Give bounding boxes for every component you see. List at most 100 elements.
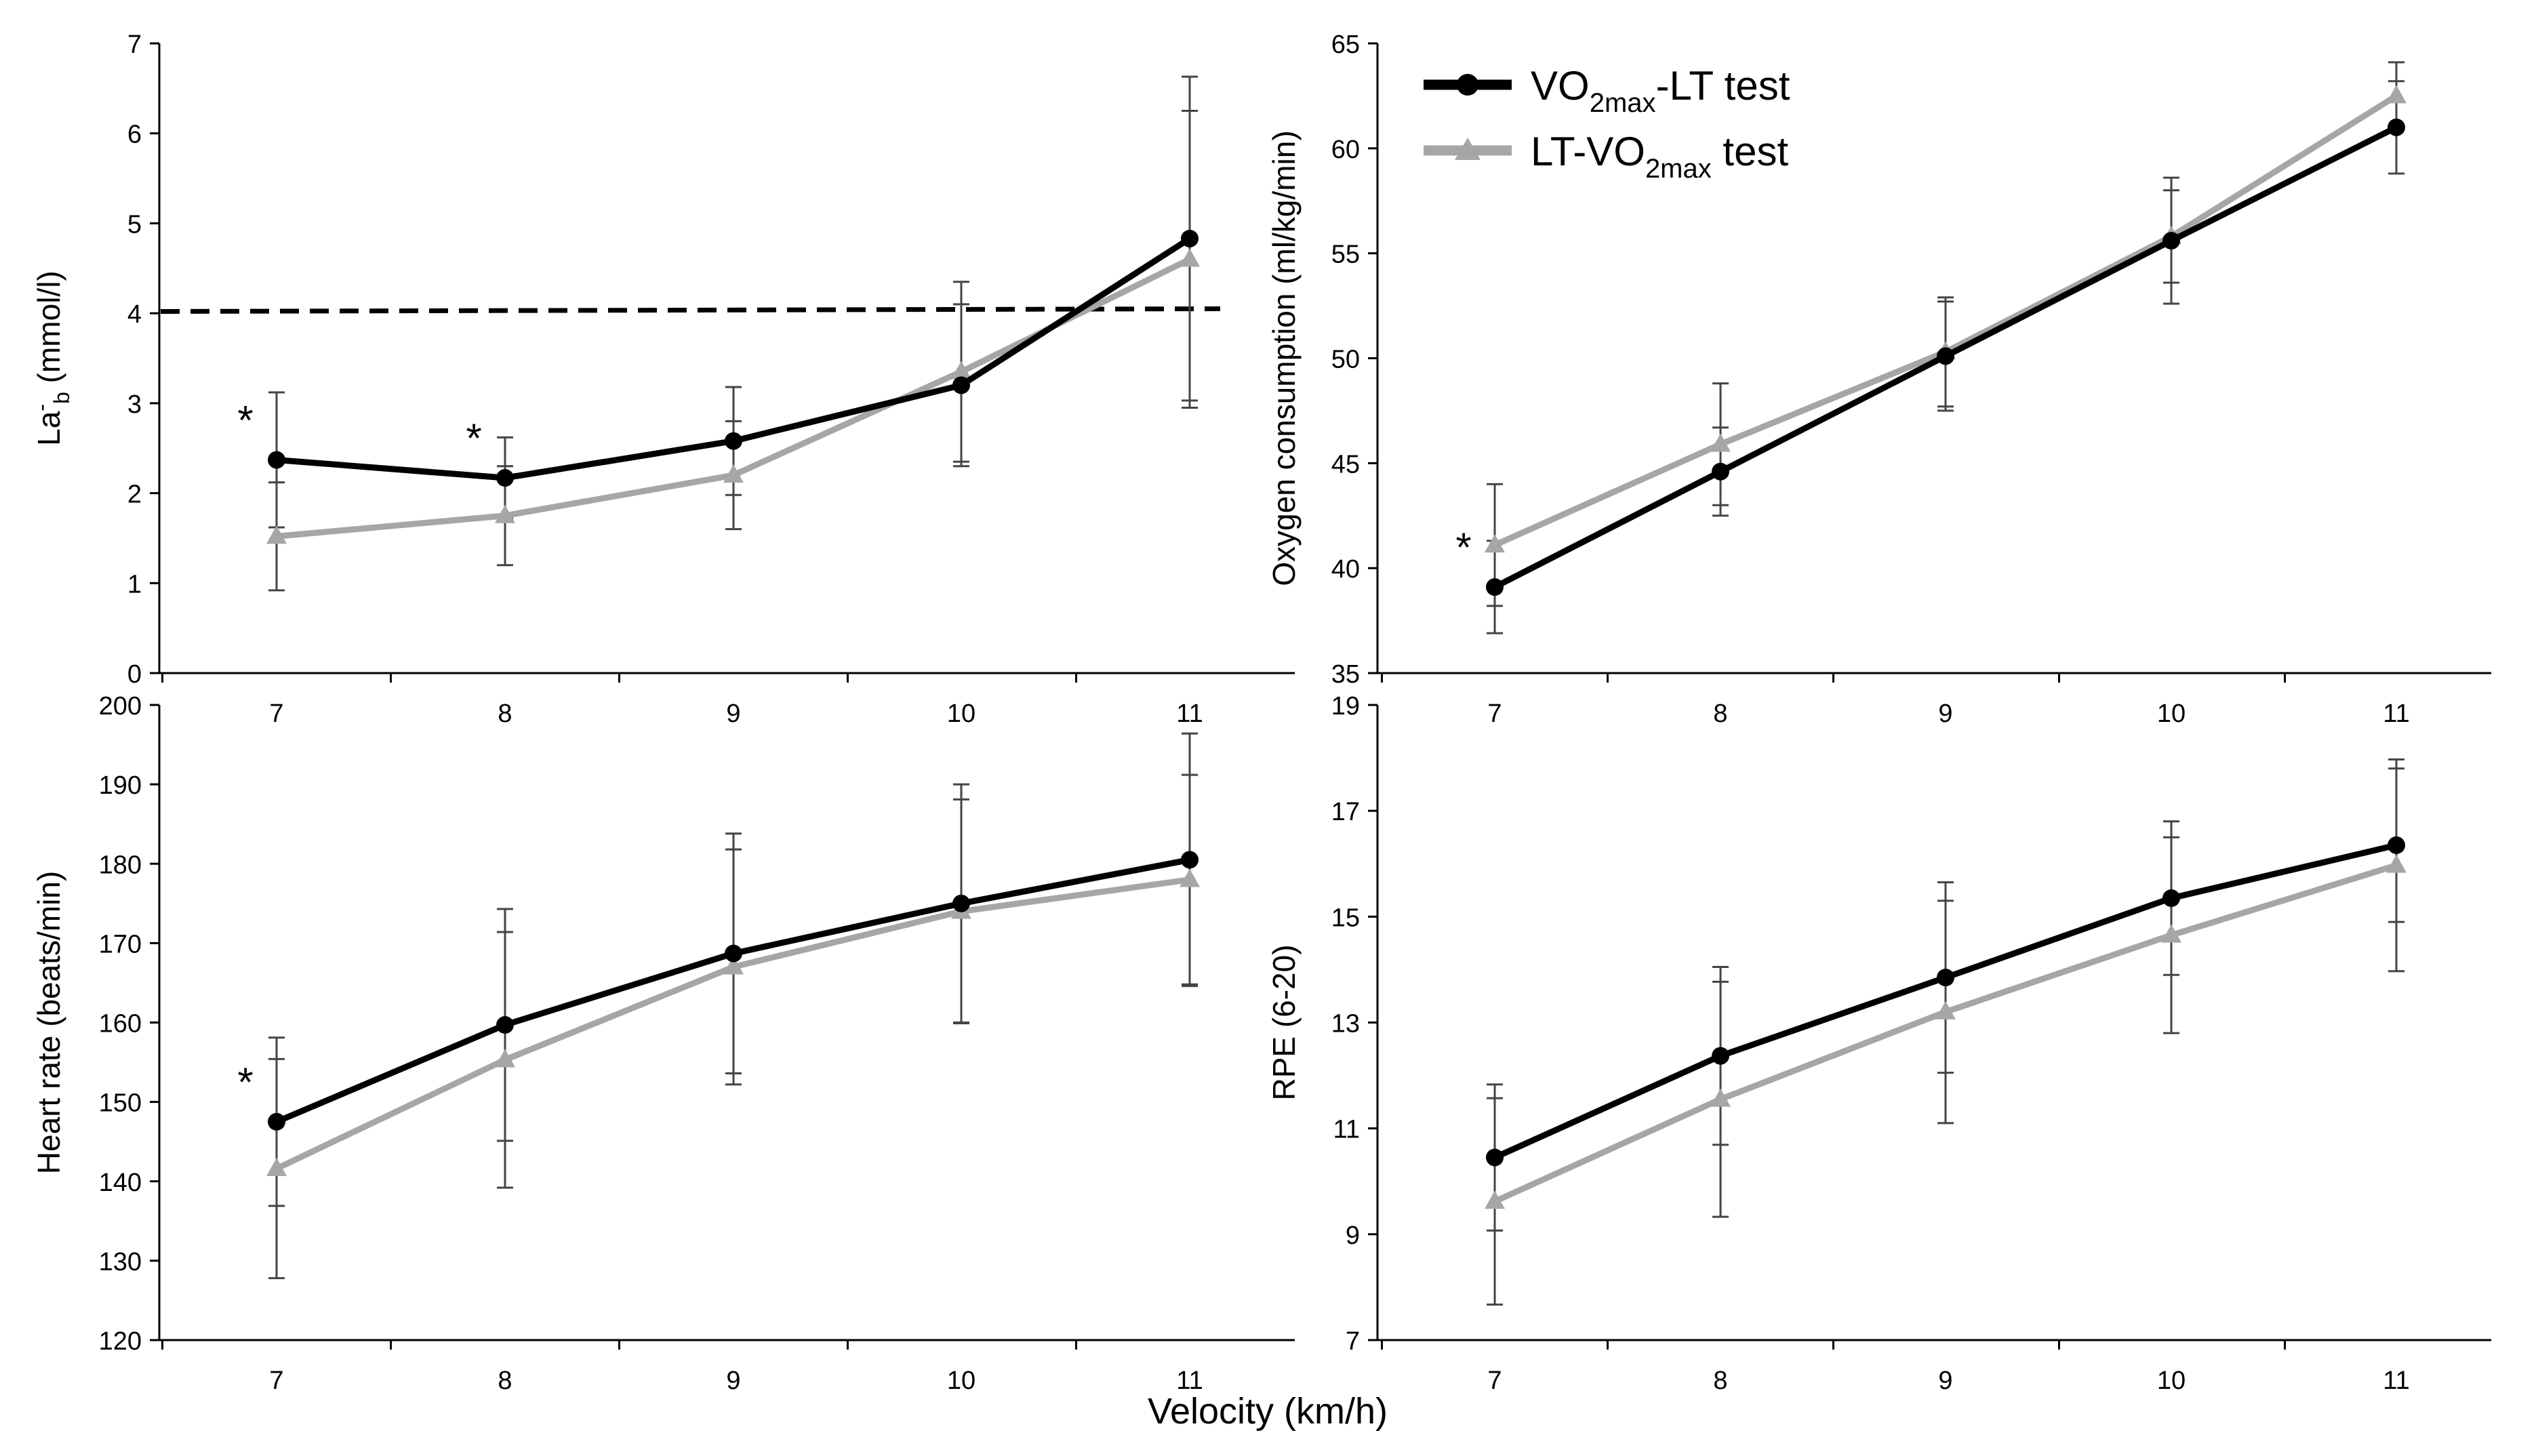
data-point-triangle [2386,854,2407,873]
y-tick-label: 120 [99,1327,142,1356]
data-point-circle [2162,232,2180,250]
legend-marker-circle [1457,74,1478,96]
series-vo2max-lt: * [237,851,1199,1131]
y-tick-label: 190 [99,771,142,800]
series-vo2max-lt: * * [237,229,1199,487]
data-point-triangle [2386,85,2407,104]
x-tick-label: 8 [498,1367,512,1395]
data-point-triangle [1710,433,1731,452]
legend: VO2max-LT test LT-VO2max test [1424,63,1790,184]
data-point-triangle [266,525,287,544]
x-tick-label: 11 [2383,700,2409,728]
x-tick-label: 7 [269,1367,283,1395]
data-point-triangle [1180,248,1200,267]
data-point-circle [268,451,285,469]
panel-bottom-right: 7 9 11 13 15 17 19 7 8 9 10 11 RPE (6-20) [1266,692,2491,1395]
x-tick-label: 10 [947,1367,975,1395]
y-tick-label: 3 [127,390,142,419]
x-tick-label: 11 [2383,1367,2409,1395]
data-point-circle [496,469,514,487]
series-lt-vo2max [1485,854,2407,1209]
y-tick-label: 35 [1331,660,1360,689]
data-point-circle [1937,347,1954,365]
y-tick-label: 130 [99,1248,142,1276]
x-tick-label: 7 [269,700,283,728]
data-point-triangle [1710,1088,1731,1107]
legend-item-lt-vo2max: LT-VO2max test [1424,129,1788,184]
y-axis-label: Heart rate (beats/min) [31,871,66,1174]
y-tick-label: 7 [1346,1327,1360,1356]
data-point-circle [952,376,970,395]
data-point-circle [2162,889,2180,908]
panel-bottom-left: 120 130 140 150 160 170 180 190 200 7 8 9 10 11 Heart … [31,692,1295,1395]
legend-label-lt-vo2max: LT-VO2max test [1531,129,1788,184]
y-axis-label: Oxygen consumption (ml/kg/min) [1266,130,1302,586]
data-point-circle [1486,578,1504,596]
significance-asterisk: * [1455,525,1471,570]
y-tick-label: 6 [127,121,142,149]
y-tick-label: 2 [127,481,142,509]
data-point-circle [725,944,742,963]
significance-asterisk: * [237,397,253,443]
error-bars-vo2max-lt [1487,767,2404,1232]
x-tick-label: 10 [2157,700,2186,728]
series-lt-vo2max [266,868,1200,1177]
y-tick-label: 200 [99,692,142,721]
legend-marker-triangle [1455,138,1481,160]
data-point-circle [1486,1148,1504,1167]
y-tick-label: 4 [127,300,142,329]
reference-line-4mmol [160,306,1221,314]
data-point-circle [2388,118,2405,136]
x-tick-label: 9 [1938,1367,1952,1395]
legend-label-vo2max-lt: VO2max-LT test [1531,63,1790,118]
x-tick-label: 9 [1938,700,1952,728]
panel-top-right: 35 40 45 50 55 60 65 7 8 9 10 11 Oxygen consumption … [1266,31,2491,728]
y-tick-label: 7 [127,31,142,59]
y-tick-label: 170 [99,930,142,958]
data-point-triangle [2161,924,2181,943]
data-point-circle [1712,462,1729,481]
data-point-triangle [1180,868,1200,887]
x-tick-label: 9 [726,1367,740,1395]
x-axis-label: Velocity (km/h) [1148,1391,1388,1432]
data-point-circle [1937,969,1954,987]
x-tick-label: 7 [1487,700,1502,728]
y-tick-label: 15 [1331,904,1360,932]
data-point-triangle [951,361,971,380]
y-tick-label: 160 [99,1010,142,1038]
y-tick-label: 5 [127,210,142,239]
y-tick-label: 19 [1331,692,1360,721]
x-tick-label: 10 [2157,1367,2186,1395]
data-point-triangle [495,504,515,523]
data-point-triangle [495,1049,515,1068]
y-axis-label: RPE (6-20) [1266,944,1302,1100]
data-point-circle [1181,229,1199,247]
series-vo2max-lt: * [1455,118,2405,596]
significance-asterisk: * [237,1059,253,1105]
y-tick-label: 0 [127,660,142,689]
data-point-triangle [266,1158,287,1177]
data-point-circle [496,1016,514,1034]
y-tick-label: 65 [1331,31,1360,59]
data-point-circle [2388,836,2405,854]
y-tick-label: 9 [1346,1221,1360,1250]
y-tick-label: 1 [127,570,142,599]
series-vo2max-lt [1486,836,2405,1167]
x-tick-label: 9 [726,700,740,728]
data-point-circle [1181,851,1199,869]
error-bars-lt-vo2max [268,110,1198,592]
data-point-triangle [723,464,744,483]
error-bars-vo2max-lt [268,75,1198,529]
data-point-triangle [1935,1000,1956,1019]
y-tick-label: 45 [1331,450,1360,479]
y-tick-label: 150 [99,1089,142,1118]
y-axis-label: La-b (mmol/l) [29,270,74,445]
y-tick-label: 55 [1331,241,1360,269]
x-tick-label: 8 [498,700,512,728]
significance-asterisk: * [466,416,481,461]
y-tick-label: 60 [1331,136,1360,164]
data-point-triangle [1485,534,1505,553]
data-point-circle [725,432,742,450]
